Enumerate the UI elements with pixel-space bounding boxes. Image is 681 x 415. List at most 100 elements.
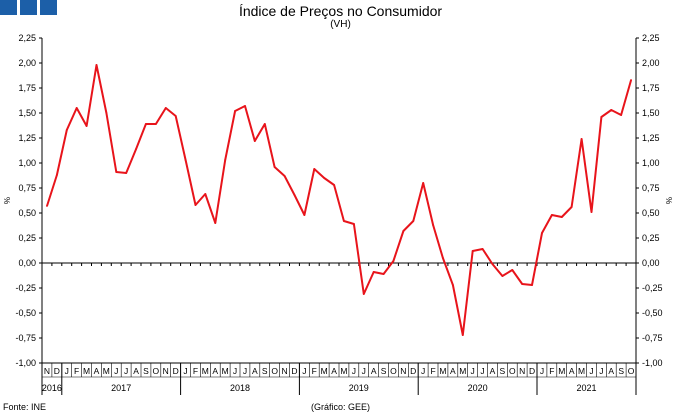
logo-block — [20, 0, 37, 15]
month-tick-label: M — [103, 366, 110, 376]
data-point — [75, 107, 78, 109]
month-tick-label: J — [362, 366, 366, 376]
credit-note: (Gráfico: GEE) — [310, 402, 370, 412]
data-point — [352, 223, 355, 225]
month-tick-label: F — [74, 366, 79, 376]
y-tick-label-right: -1,00 — [642, 358, 663, 368]
data-point — [610, 109, 613, 111]
month-tick-label: N — [163, 366, 169, 376]
month-tick-label: S — [618, 366, 624, 376]
month-tick-label: A — [450, 366, 456, 376]
y-tick-label-right: 1,00 — [642, 158, 660, 168]
month-tick-label: O — [628, 366, 635, 376]
data-point — [600, 116, 603, 118]
data-point — [580, 138, 583, 140]
y-tick-label-right: -0,25 — [642, 283, 663, 293]
month-tick-label: J — [421, 366, 425, 376]
data-point — [402, 230, 405, 232]
month-tick-label: M — [439, 366, 446, 376]
data-point — [263, 123, 266, 125]
data-point — [362, 293, 365, 295]
y-axis-label-right: % — [665, 197, 674, 204]
data-point — [234, 110, 236, 112]
data-point — [55, 174, 58, 176]
data-point — [422, 182, 425, 184]
month-tick-label: N — [400, 366, 406, 376]
data-point — [293, 194, 296, 196]
y-tick-label-left: 2,25 — [18, 33, 36, 43]
month-tick-label: J — [540, 366, 544, 376]
year-label: 2019 — [349, 383, 369, 393]
y-tick-label-right: -0,50 — [642, 308, 663, 318]
month-tick-label: N — [519, 366, 525, 376]
month-tick-label: M — [321, 366, 328, 376]
month-tick-label: J — [233, 366, 237, 376]
month-tick-label: A — [252, 366, 258, 376]
data-point — [105, 112, 108, 114]
y-tick-label-left: 1,50 — [18, 108, 36, 118]
logo-block — [40, 0, 57, 15]
data-point — [432, 224, 434, 226]
month-tick-label: D — [529, 366, 535, 376]
month-tick-label: S — [500, 366, 506, 376]
month-tick-label: A — [133, 366, 139, 376]
data-point — [224, 159, 227, 161]
month-tick-label: O — [271, 366, 278, 376]
data-point — [451, 284, 454, 286]
month-tick-label: S — [381, 366, 387, 376]
data-point — [65, 129, 68, 131]
data-point — [194, 204, 197, 206]
month-tick-label: A — [212, 366, 218, 376]
month-tick-label: D — [54, 366, 60, 376]
data-point — [303, 214, 306, 216]
data-point — [382, 273, 385, 275]
chart-title: Índice de Preços no Consumidor — [238, 3, 443, 19]
data-point — [471, 250, 474, 252]
y-tick-label-right: 0,25 — [642, 233, 660, 243]
data-point — [620, 114, 623, 116]
source-note: Fonte: INE — [3, 402, 47, 412]
data-point — [630, 79, 632, 81]
data-point — [125, 172, 128, 174]
data-point — [501, 275, 504, 277]
month-tick-label: N — [281, 366, 287, 376]
y-tick-label-left: 0,00 — [18, 258, 36, 268]
y-tick-label-right: 0,50 — [642, 208, 660, 218]
data-point — [590, 211, 593, 213]
y-tick-label-right: 0,75 — [642, 183, 660, 193]
year-label: 2021 — [576, 383, 596, 393]
y-tick-label-left: -1,00 — [15, 358, 36, 368]
data-point — [560, 216, 563, 218]
y-tick-label-left: 1,00 — [18, 158, 36, 168]
month-tick-label: N — [44, 366, 50, 376]
month-tick-label: M — [222, 366, 229, 376]
y-tick-label-right: 1,50 — [642, 108, 660, 118]
data-point — [372, 271, 375, 273]
month-tick-label: O — [509, 366, 516, 376]
data-point — [323, 177, 326, 179]
month-tick-label: A — [569, 366, 575, 376]
month-tick-label: A — [608, 366, 614, 376]
y-tick-label-left: 1,25 — [18, 133, 36, 143]
year-label: 2016 — [42, 383, 62, 393]
month-tick-label: F — [312, 366, 317, 376]
data-point — [164, 107, 167, 109]
y-tick-label-left: 0,50 — [18, 208, 36, 218]
data-point — [333, 184, 335, 186]
month-tick-label: D — [173, 366, 179, 376]
y-tick-label-right: 2,00 — [642, 58, 660, 68]
y-tick-label-left: -0,25 — [15, 283, 36, 293]
month-tick-label: S — [143, 366, 149, 376]
data-point — [531, 284, 533, 286]
month-tick-label: J — [124, 366, 128, 376]
month-tick-label: J — [589, 366, 593, 376]
y-tick-label-right: 1,75 — [642, 83, 660, 93]
data-point — [392, 260, 395, 262]
data-point — [85, 125, 88, 127]
year-label: 2017 — [111, 383, 131, 393]
data-point — [491, 263, 494, 265]
series-line — [46, 64, 633, 336]
month-tick-label: J — [352, 366, 356, 376]
data-point — [115, 171, 118, 173]
